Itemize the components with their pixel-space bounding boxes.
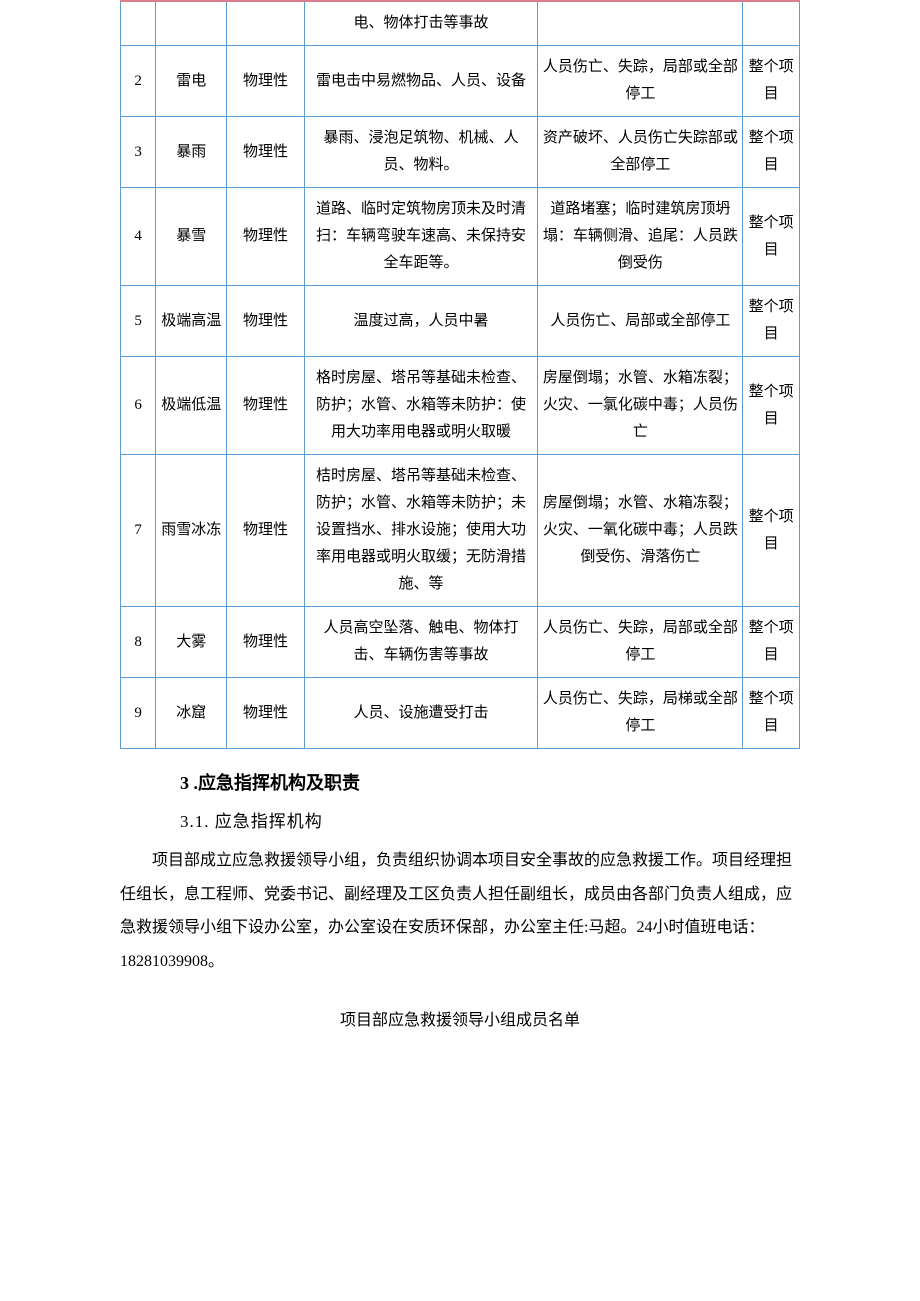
table-row: 电、物体打击等事故 bbox=[121, 1, 800, 46]
table-row: 2 雷电 物理性 雷电击中易燃物品、人员、设备 人员伤亡、失踪，局部或全部停工 … bbox=[121, 46, 800, 117]
cell-cause: 道路、临时定筑物房顶未及时清扫：车辆弯驶车速高、未保持安全车距等。 bbox=[304, 188, 537, 286]
cell-index: 3 bbox=[121, 117, 156, 188]
cell-effect: 人员伤亡、失踪，局部或全部停工 bbox=[538, 607, 743, 678]
cell-hazard: 大雾 bbox=[156, 607, 227, 678]
cell-cause: 暴雨、浸泡足筑物、机械、人员、物料。 bbox=[304, 117, 537, 188]
cell-type: 物理性 bbox=[227, 607, 305, 678]
cell-hazard bbox=[156, 1, 227, 46]
cell-scope: 整个项目 bbox=[743, 607, 800, 678]
cell-effect: 人员伤亡、失踪，局部或全部停工 bbox=[538, 46, 743, 117]
cell-type: 物理性 bbox=[227, 455, 305, 607]
table-row: 8 大雾 物理性 人员高空坠落、触电、物体打击、车辆伤害等事故 人员伤亡、失踪，… bbox=[121, 607, 800, 678]
cell-scope: 整个项目 bbox=[743, 357, 800, 455]
document-page: 电、物体打击等事故 2 雷电 物理性 雷电击中易燃物品、人员、设备 人员伤亡、失… bbox=[0, 0, 920, 1090]
cell-cause: 人员高空坠落、触电、物体打击、车辆伤害等事故 bbox=[304, 607, 537, 678]
section-3-heading: 3 .应急指挥机构及职责 bbox=[180, 769, 800, 795]
table-row: 7 雨雪冰冻 物理性 桔时房屋、塔吊等基础未检查、防护；水管、水箱等未防护；未设… bbox=[121, 455, 800, 607]
cell-scope: 整个项目 bbox=[743, 188, 800, 286]
cell-hazard: 雷电 bbox=[156, 46, 227, 117]
cell-index: 7 bbox=[121, 455, 156, 607]
cell-index: 5 bbox=[121, 286, 156, 357]
cell-hazard: 雨雪冰冻 bbox=[156, 455, 227, 607]
table-row: 6 极端低温 物理性 格时房屋、塔吊等基础未检查、防护；水管、水箱等未防护：使用… bbox=[121, 357, 800, 455]
cell-scope: 整个项目 bbox=[743, 46, 800, 117]
cell-scope: 整个项目 bbox=[743, 286, 800, 357]
cell-effect: 人员伤亡、局部或全部停工 bbox=[538, 286, 743, 357]
cell-effect: 道路堵塞；临时建筑房顶坍塌：车辆侧滑、追尾：人员跌倒受伤 bbox=[538, 188, 743, 286]
cell-effect: 房屋倒塌；水管、水箱冻裂；火灾、一氧化碳中毒；人员跌倒受伤、滑落伤亡 bbox=[538, 455, 743, 607]
cell-type: 物理性 bbox=[227, 117, 305, 188]
hazard-table: 电、物体打击等事故 2 雷电 物理性 雷电击中易燃物品、人员、设备 人员伤亡、失… bbox=[120, 0, 800, 749]
table-row: 3 暴雨 物理性 暴雨、浸泡足筑物、机械、人员、物料。 资产破坏、人员伤亡失踪部… bbox=[121, 117, 800, 188]
cell-cause: 格时房屋、塔吊等基础未检查、防护；水管、水箱等未防护：使用大功率用电器或明火取暖 bbox=[304, 357, 537, 455]
table-body: 电、物体打击等事故 2 雷电 物理性 雷电击中易燃物品、人员、设备 人员伤亡、失… bbox=[121, 1, 800, 749]
cell-cause: 人员、设施遭受打击 bbox=[304, 678, 537, 749]
cell-scope: 整个项目 bbox=[743, 455, 800, 607]
cell-hazard: 暴雨 bbox=[156, 117, 227, 188]
cell-type: 物理性 bbox=[227, 188, 305, 286]
cell-type: 物理性 bbox=[227, 46, 305, 117]
cell-type bbox=[227, 1, 305, 46]
cell-scope bbox=[743, 1, 800, 46]
cell-index: 8 bbox=[121, 607, 156, 678]
member-list-caption: 项目部应急救援领导小组成员名单 bbox=[120, 1006, 800, 1030]
cell-cause: 电、物体打击等事故 bbox=[304, 1, 537, 46]
cell-index bbox=[121, 1, 156, 46]
cell-effect: 房屋倒塌；水管、水箱冻裂；火灾、一氯化碳中毒；人员伤亡 bbox=[538, 357, 743, 455]
table-row: 9 冰窟 物理性 人员、设施遭受打击 人员伤亡、失踪，局梯或全部停工 整个项目 bbox=[121, 678, 800, 749]
cell-scope: 整个项目 bbox=[743, 678, 800, 749]
cell-index: 2 bbox=[121, 46, 156, 117]
cell-index: 4 bbox=[121, 188, 156, 286]
body-paragraph: 项目部成立应急救援领导小组，负责组织协调本项目安全事故的应急救援工作。项目经理担… bbox=[120, 844, 800, 978]
cell-hazard: 冰窟 bbox=[156, 678, 227, 749]
cell-hazard: 极端低温 bbox=[156, 357, 227, 455]
cell-type: 物理性 bbox=[227, 286, 305, 357]
cell-cause: 温度过高，人员中暑 bbox=[304, 286, 537, 357]
cell-index: 9 bbox=[121, 678, 156, 749]
cell-effect bbox=[538, 1, 743, 46]
section-3-1-heading: 3.1. 应急指挥机构 bbox=[180, 807, 800, 832]
table-row: 4 暴雪 物理性 道路、临时定筑物房顶未及时清扫：车辆弯驶车速高、未保持安全车距… bbox=[121, 188, 800, 286]
cell-type: 物理性 bbox=[227, 678, 305, 749]
cell-effect: 资产破坏、人员伤亡失踪部或全部停工 bbox=[538, 117, 743, 188]
cell-index: 6 bbox=[121, 357, 156, 455]
cell-hazard: 极端高温 bbox=[156, 286, 227, 357]
table-row: 5 极端高温 物理性 温度过高，人员中暑 人员伤亡、局部或全部停工 整个项目 bbox=[121, 286, 800, 357]
cell-hazard: 暴雪 bbox=[156, 188, 227, 286]
cell-cause: 雷电击中易燃物品、人员、设备 bbox=[304, 46, 537, 117]
cell-effect: 人员伤亡、失踪，局梯或全部停工 bbox=[538, 678, 743, 749]
cell-scope: 整个项目 bbox=[743, 117, 800, 188]
cell-cause: 桔时房屋、塔吊等基础未检查、防护；水管、水箱等未防护；未设置挡水、排水设施；使用… bbox=[304, 455, 537, 607]
cell-type: 物理性 bbox=[227, 357, 305, 455]
